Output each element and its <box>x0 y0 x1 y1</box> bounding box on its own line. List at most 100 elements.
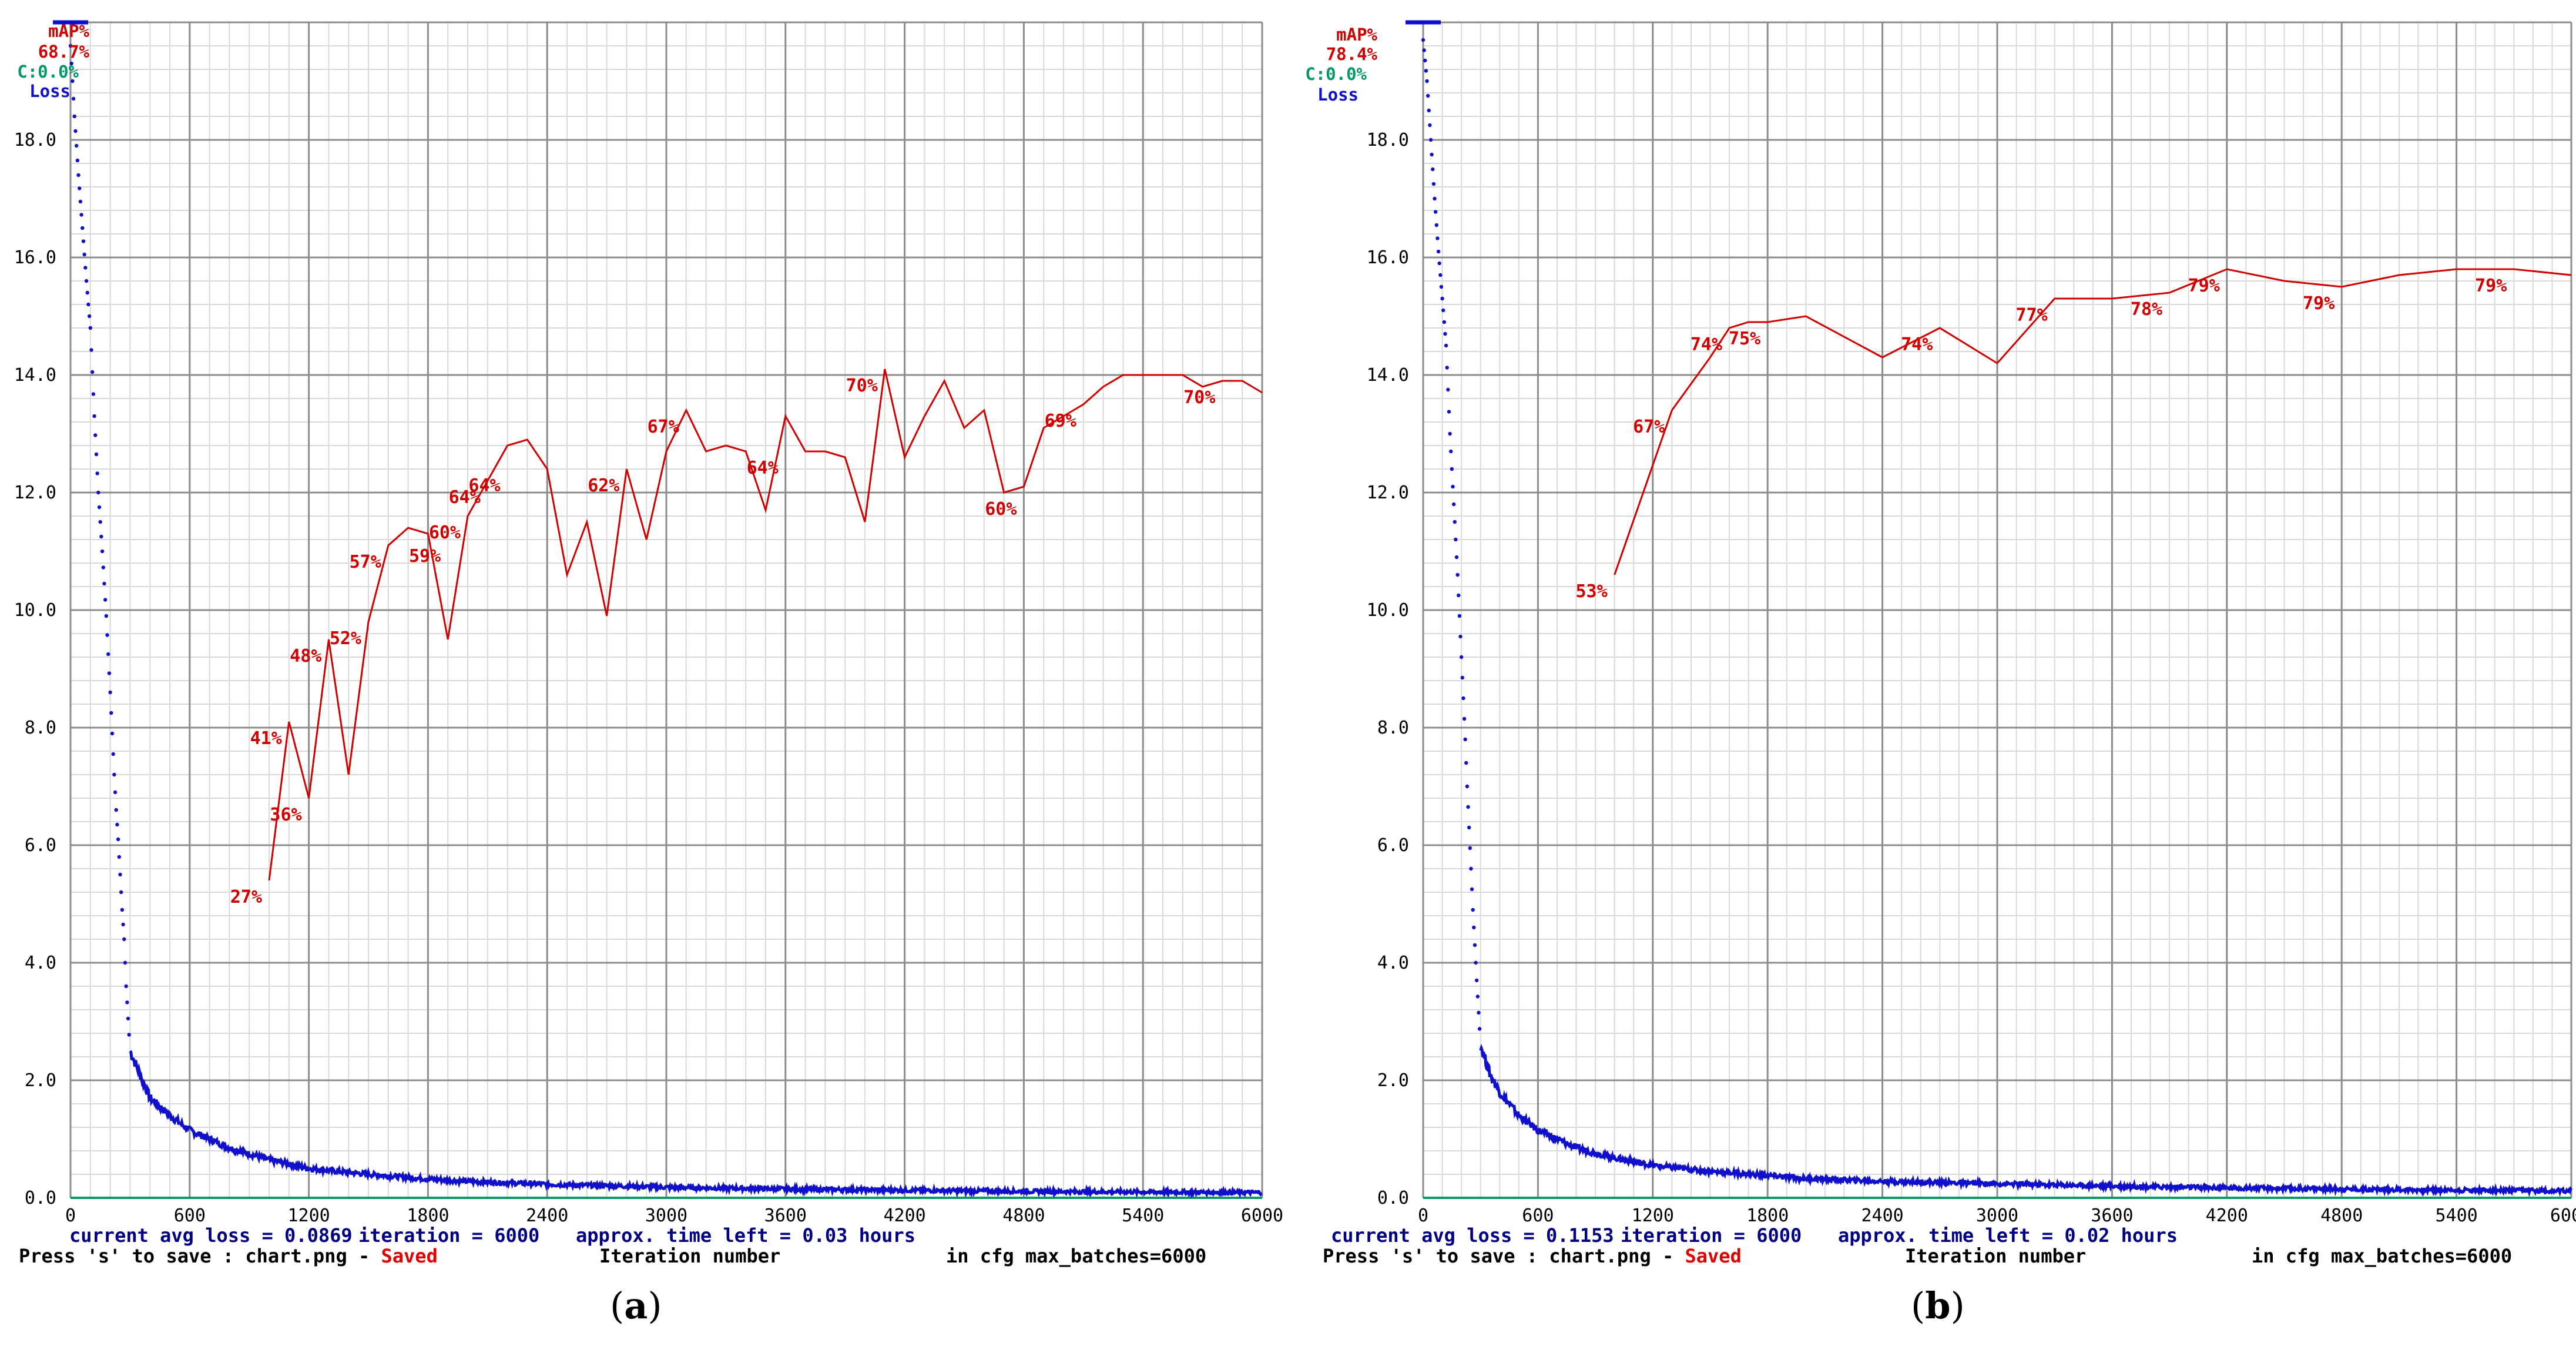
loss-point <box>97 505 102 510</box>
map-value-label: 59% <box>409 546 441 567</box>
map-value-label: 74% <box>1690 334 1722 355</box>
loss-point <box>1454 537 1458 542</box>
loss-point <box>1449 449 1453 454</box>
y-tick-label: 14.0 <box>1367 365 1409 386</box>
caption-letter: b <box>1925 1284 1951 1327</box>
info-time-left: approx. time left = 0.03 hours <box>576 1224 915 1247</box>
loss-point <box>126 1016 130 1021</box>
y-tick-label: 0.0 <box>1377 1188 1409 1208</box>
loss-point <box>1445 366 1449 370</box>
loss-point <box>1447 410 1451 414</box>
loss-point <box>112 772 116 777</box>
caption-b: (b) <box>1911 1284 1965 1327</box>
loss-point <box>124 984 128 989</box>
info-avg-loss: current avg loss = 0.1153 <box>1331 1224 1614 1247</box>
loss-point <box>83 266 88 270</box>
loss-point <box>1459 655 1464 659</box>
loss-point <box>1464 761 1468 765</box>
x-tick-label: 600 <box>174 1205 206 1226</box>
map-value-label: 48% <box>290 646 321 667</box>
loss-point <box>1442 320 1447 324</box>
loss-point <box>68 43 73 48</box>
loss-point <box>118 872 122 877</box>
map-line <box>1614 268 2572 575</box>
info-save-prefix: Press 's' to save : chart.png - <box>1323 1245 1673 1267</box>
map-value-label: 41% <box>250 728 282 749</box>
loss-point <box>72 114 76 119</box>
caption-close: ) <box>1950 1284 1965 1327</box>
loss-point <box>119 890 123 895</box>
loss-point <box>91 392 96 396</box>
loss-point <box>1433 210 1438 214</box>
loss-point <box>127 1033 131 1037</box>
map-value-label: 60% <box>429 523 461 543</box>
loss-point <box>1423 58 1427 63</box>
map-value-label: 74% <box>1901 334 1933 355</box>
info-iteration: iteration = 6000 <box>358 1224 539 1247</box>
loss-point <box>115 822 119 827</box>
map-value-label: 36% <box>270 805 301 825</box>
loss-point <box>100 549 105 554</box>
loss-point <box>1451 484 1455 489</box>
map-value-label: 75% <box>1729 329 1760 349</box>
loss-point <box>103 598 108 602</box>
loss-point <box>1461 696 1465 701</box>
loss-point <box>1431 182 1436 186</box>
map-value-label: 60% <box>985 499 1017 520</box>
loss-point <box>1440 296 1444 301</box>
loss-point <box>95 471 99 475</box>
loss-point <box>1438 273 1443 277</box>
y-tick-label: 8.0 <box>1377 718 1409 738</box>
loss-point <box>93 433 98 437</box>
loss-point <box>1444 343 1448 348</box>
loss-point <box>105 633 109 637</box>
loss-point <box>102 581 106 586</box>
loss-point <box>88 326 92 330</box>
legend-loss-label: Loss <box>29 81 71 101</box>
loss-point <box>106 652 110 657</box>
loss-point <box>1433 196 1437 201</box>
caption-a: (a) <box>610 1284 662 1327</box>
y-tick-label: 10.0 <box>1367 600 1409 621</box>
loss-point <box>71 96 76 101</box>
map-value-label: 64% <box>449 487 481 508</box>
y-tick-label: 10.0 <box>14 600 56 621</box>
chart-panel-a: 0.0 2.0 4.0 6.0 8.0 10.0 12.0 14.0 16.0 18.0 0 600… <box>14 20 1283 1327</box>
loss-point <box>1466 805 1470 809</box>
loss-point <box>89 348 93 352</box>
info-saved: Saved <box>1685 1245 1742 1267</box>
x-tick-label: 1800 <box>407 1205 449 1226</box>
y-tick-label: 4.0 <box>1377 953 1409 973</box>
y-tick-label: 16.0 <box>1367 247 1409 268</box>
caption-close: ) <box>648 1284 662 1327</box>
y-tick-label: 2.0 <box>25 1070 56 1091</box>
loss-line <box>1479 1043 2572 1198</box>
map-value-label: 57% <box>350 552 381 572</box>
loss-point <box>1454 555 1459 560</box>
map-line <box>268 369 1263 881</box>
loss-point <box>116 837 120 842</box>
y-tick-label: 12.0 <box>1367 483 1409 503</box>
info-save-prefix: Press 's' to save : chart.png - <box>19 1245 370 1267</box>
loss-point <box>1446 387 1450 392</box>
loss-point <box>1465 784 1470 789</box>
y-tick-label: 6.0 <box>1377 835 1409 856</box>
info-max-batches: in cfg max_batches=6000 <box>946 1245 1206 1267</box>
loss-point <box>1434 223 1438 227</box>
loss-point <box>76 173 80 178</box>
loss-point <box>69 61 73 66</box>
loss-point <box>1477 1010 1481 1015</box>
loss-point <box>87 314 92 319</box>
info-max-batches: in cfg max_batches=6000 <box>2252 1245 2512 1267</box>
legend-accuracy-label: C:0.0% <box>1305 64 1367 84</box>
info-save-hint: Press 's' to save : chart.png - Saved <box>19 1245 438 1267</box>
map-value-label: 77% <box>2016 305 2048 326</box>
x-tick-label: 5400 <box>1122 1205 1164 1226</box>
loss-point <box>73 129 78 133</box>
loss-point <box>117 855 122 859</box>
loss-point <box>99 534 103 539</box>
info-iteration: iteration = 6000 <box>1621 1224 1802 1247</box>
y-tick-label: 12.0 <box>14 483 56 503</box>
x-tick-label: 1800 <box>1746 1205 1789 1226</box>
loss-point <box>111 752 115 756</box>
